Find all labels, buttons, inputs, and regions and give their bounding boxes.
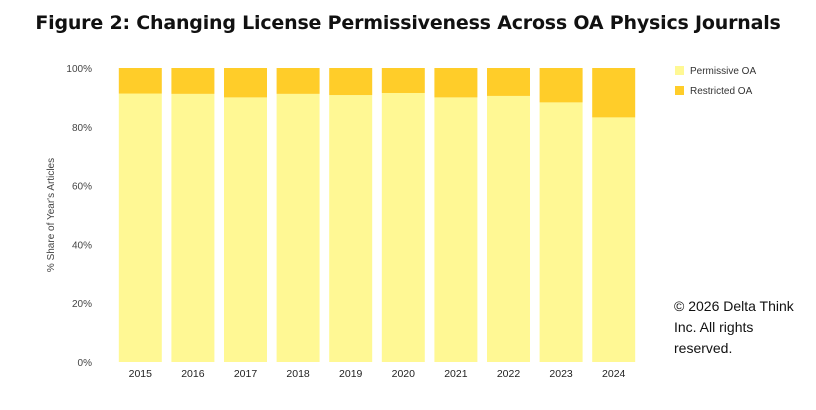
x-tick-label: 2018 bbox=[286, 368, 310, 380]
bar-segment-permissive bbox=[434, 97, 478, 363]
legend-swatch-restricted bbox=[675, 86, 684, 95]
bar-segment-permissive bbox=[381, 92, 425, 363]
bar-segment-restricted bbox=[276, 68, 320, 94]
bar-segment-restricted bbox=[381, 68, 425, 93]
legend-label-restricted: Restricted OA bbox=[690, 86, 753, 97]
legend-label-permissive: Permissive OA bbox=[690, 66, 756, 77]
bar-segment-permissive bbox=[539, 102, 583, 362]
bar-segment-permissive bbox=[329, 95, 373, 362]
x-tick-label: 2024 bbox=[602, 368, 626, 380]
bar-segment-restricted bbox=[592, 68, 636, 118]
x-tick-label: 2020 bbox=[392, 368, 416, 380]
y-tick-label: 20% bbox=[72, 299, 92, 310]
bar-segment-permissive bbox=[276, 93, 320, 362]
bar-segment-restricted bbox=[539, 68, 583, 103]
chart-title: Figure 2: Changing License Permissivenes… bbox=[35, 12, 781, 34]
bar-segment-restricted bbox=[487, 68, 530, 96]
bar-segment-restricted bbox=[329, 68, 373, 96]
y-tick-label: 0% bbox=[78, 358, 93, 369]
bar-segment-permissive bbox=[592, 117, 636, 362]
y-tick-label: 40% bbox=[72, 240, 92, 251]
bar-segment-permissive bbox=[171, 93, 215, 362]
bar-segment-restricted bbox=[224, 68, 267, 98]
y-tick-label: 60% bbox=[72, 182, 92, 193]
x-tick-label: 2016 bbox=[181, 368, 205, 380]
x-tick-label: 2022 bbox=[497, 368, 521, 380]
bar-segment-permissive bbox=[487, 95, 530, 363]
y-tick-label: 100% bbox=[66, 64, 92, 75]
bar-segment-restricted bbox=[171, 68, 215, 94]
x-tick-label: 2019 bbox=[339, 368, 363, 380]
bar-segment-permissive bbox=[224, 97, 267, 363]
x-tick-label: 2023 bbox=[549, 368, 573, 380]
bar-segment-restricted bbox=[434, 68, 478, 98]
copyright-notice: © 2026 Delta Think Inc. All rights reser… bbox=[674, 298, 794, 356]
x-tick-label: 2017 bbox=[234, 368, 258, 380]
y-tick-label: 80% bbox=[72, 123, 92, 134]
legend-swatch-permissive bbox=[675, 66, 684, 75]
bar-segment-restricted bbox=[118, 68, 162, 94]
x-tick-label: 2021 bbox=[444, 368, 468, 380]
y-axis-title: % Share of Year's Articles bbox=[46, 158, 57, 272]
bar-segment-permissive bbox=[118, 93, 162, 362]
x-tick-label: 2015 bbox=[129, 368, 153, 380]
